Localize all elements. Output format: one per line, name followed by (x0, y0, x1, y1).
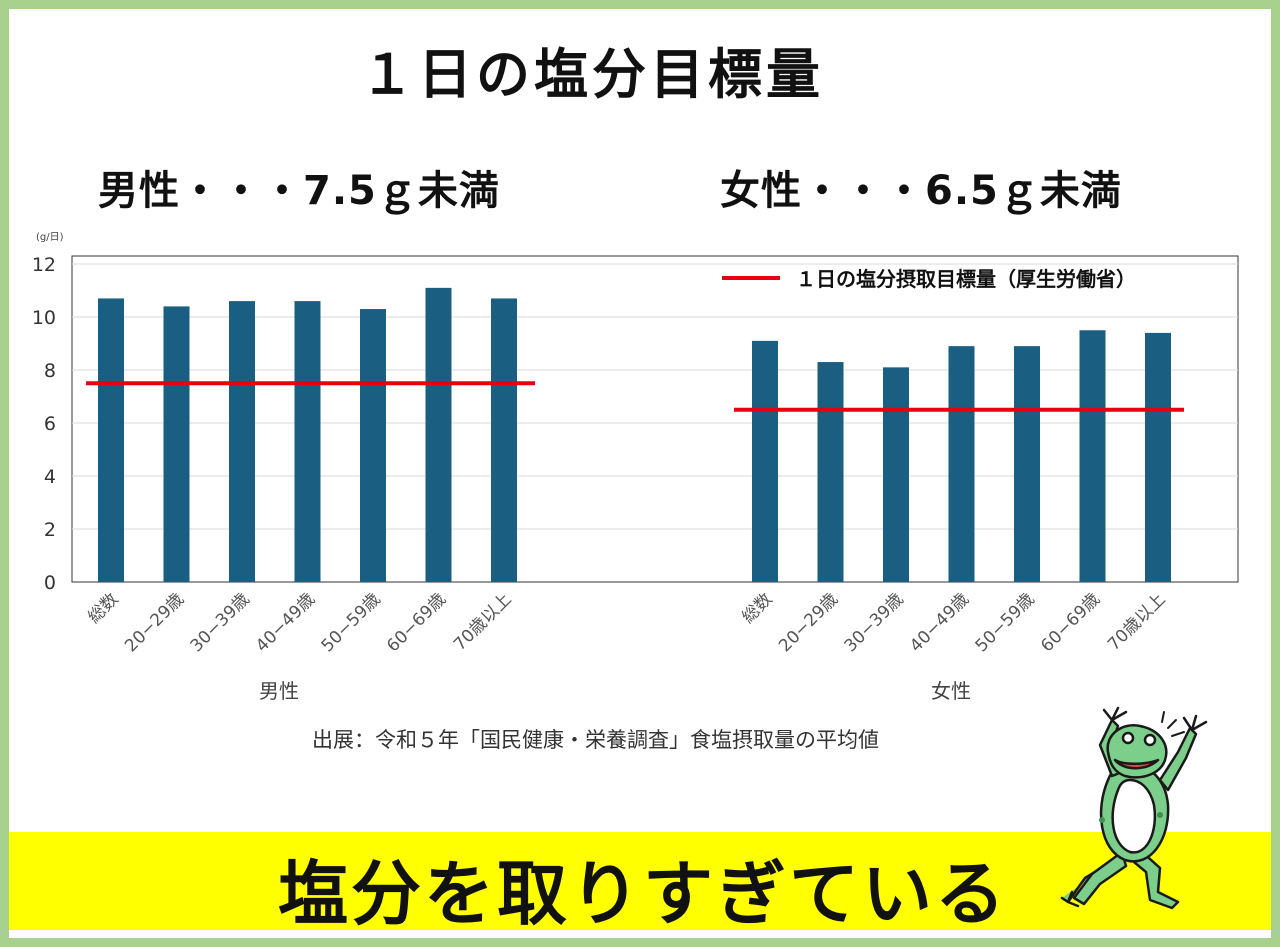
female-goal-text: 女性・・・6.5ｇ未満 (720, 168, 1122, 214)
bar (752, 340, 778, 582)
legend-label: １日の塩分摂取目標量（厚生労働省） (796, 267, 1136, 291)
frog-icon (1060, 706, 1208, 910)
y-tick-label: 12 (32, 254, 56, 276)
warning-banner-text: 塩分を取りすぎている (278, 853, 1008, 935)
bar (229, 301, 255, 582)
bar (817, 362, 844, 582)
bar (948, 346, 975, 582)
y-tick-label: 8 (44, 360, 56, 382)
plot-area-frame (71, 255, 1239, 583)
y-tick-label: 10 (32, 307, 56, 329)
group-label: 男性 (259, 679, 299, 703)
bar (491, 298, 517, 582)
source-note: 出展：令和５年「国民健康・栄養調査」食塩摂取量の平均値 (312, 728, 879, 752)
bar (1079, 330, 1106, 582)
bar (1014, 346, 1040, 582)
page-title: １日の塩分目標量 (360, 43, 824, 106)
bar (1145, 332, 1171, 582)
warning-banner (9, 832, 1271, 930)
bar (98, 298, 124, 582)
group-label: 女性 (931, 679, 971, 703)
y-tick-label: 4 (44, 466, 56, 488)
bar (425, 287, 452, 582)
bar (883, 367, 909, 582)
y-tick-label: 0 (44, 572, 56, 594)
y-tick-label: 2 (44, 519, 56, 541)
male-goal-text: 男性・・・7.5ｇ未満 (98, 168, 500, 214)
bar (163, 306, 190, 582)
bar (294, 301, 321, 582)
salt-intake-chart: 024681012総数20−29歳30−39歳40−49歳50−59歳60−69… (32, 254, 1239, 703)
y-axis-unit: (g/日) (36, 232, 64, 243)
y-tick-label: 6 (44, 413, 56, 435)
bar (360, 309, 386, 582)
